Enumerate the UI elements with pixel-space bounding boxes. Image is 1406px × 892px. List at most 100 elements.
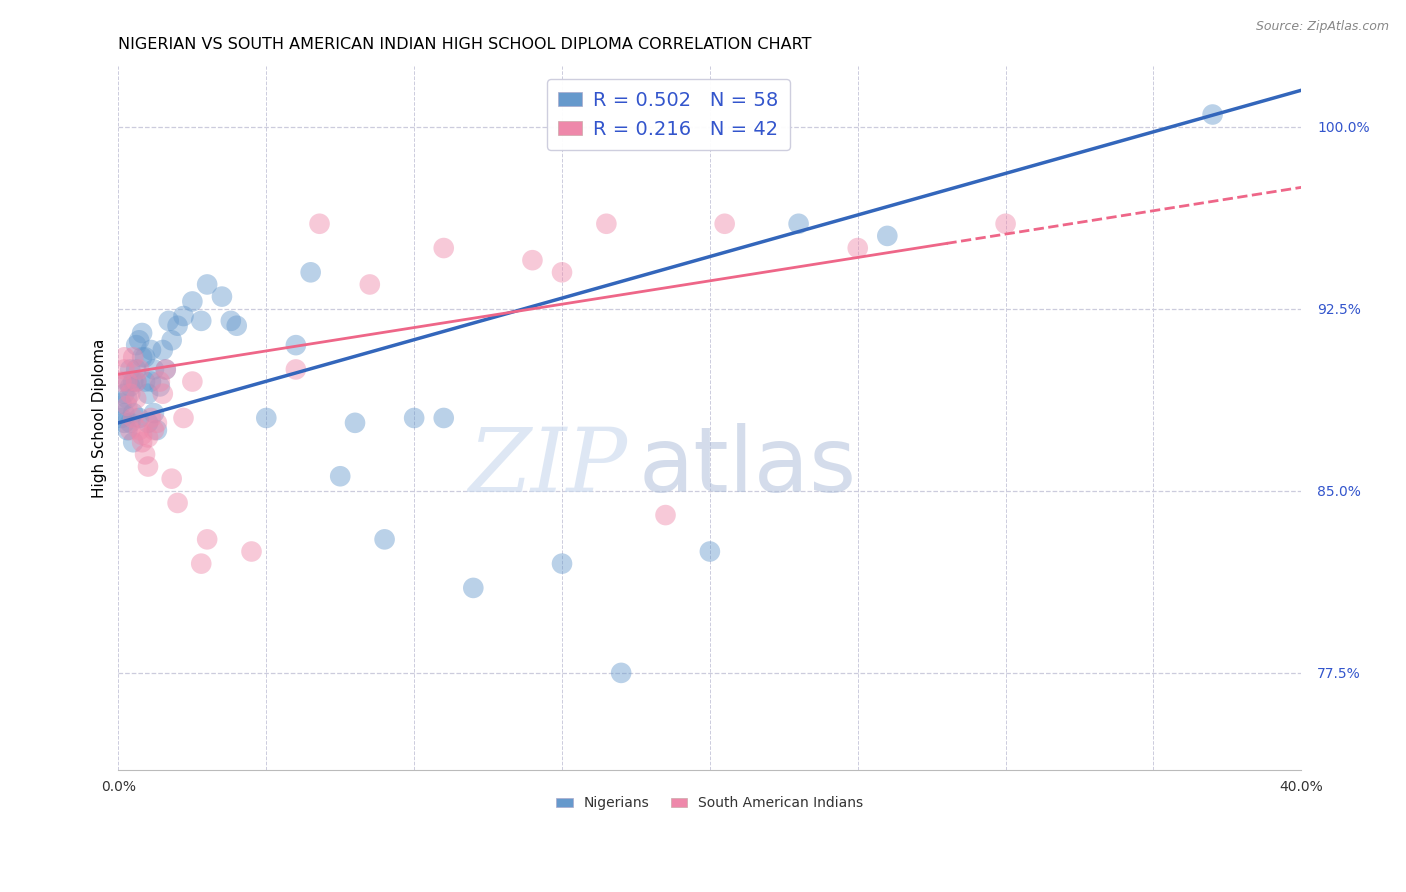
Point <box>120 386 142 401</box>
Point <box>125 392 148 406</box>
Point <box>181 294 204 309</box>
Point <box>112 416 135 430</box>
Point <box>122 435 145 450</box>
Point <box>225 318 247 333</box>
Point <box>120 423 142 437</box>
Point <box>112 386 135 401</box>
Point <box>136 430 159 444</box>
Point <box>110 375 132 389</box>
Point <box>160 472 183 486</box>
Text: NIGERIAN VS SOUTH AMERICAN INDIAN HIGH SCHOOL DIPLOMA CORRELATION CHART: NIGERIAN VS SOUTH AMERICAN INDIAN HIGH S… <box>118 37 811 53</box>
Point <box>139 375 162 389</box>
Point <box>117 375 139 389</box>
Point <box>211 290 233 304</box>
Point <box>155 362 177 376</box>
Point <box>149 379 172 393</box>
Point <box>699 544 721 558</box>
Point <box>117 423 139 437</box>
Point <box>149 375 172 389</box>
Point <box>374 533 396 547</box>
Point <box>463 581 485 595</box>
Point <box>404 411 426 425</box>
Point <box>146 416 169 430</box>
Point <box>713 217 735 231</box>
Point <box>131 351 153 365</box>
Point <box>146 423 169 437</box>
Point <box>551 265 574 279</box>
Point <box>240 544 263 558</box>
Point <box>117 392 139 406</box>
Point <box>122 375 145 389</box>
Point <box>173 309 195 323</box>
Point <box>219 314 242 328</box>
Point <box>120 362 142 376</box>
Legend: Nigerians, South American Indians: Nigerians, South American Indians <box>551 790 869 816</box>
Point <box>122 406 145 420</box>
Point <box>134 351 156 365</box>
Point <box>166 318 188 333</box>
Point <box>610 665 633 680</box>
Point <box>595 217 617 231</box>
Point <box>155 362 177 376</box>
Point <box>1201 107 1223 121</box>
Point <box>551 557 574 571</box>
Point <box>136 416 159 430</box>
Point <box>136 459 159 474</box>
Point <box>120 416 142 430</box>
Point <box>152 343 174 357</box>
Point <box>125 338 148 352</box>
Point <box>787 217 810 231</box>
Point <box>195 277 218 292</box>
Point <box>125 375 148 389</box>
Point <box>122 351 145 365</box>
Point <box>136 386 159 401</box>
Point <box>654 508 676 522</box>
Text: ZIP: ZIP <box>468 424 627 511</box>
Point <box>152 386 174 401</box>
Point <box>254 411 277 425</box>
Point <box>117 375 139 389</box>
Point <box>284 338 307 352</box>
Text: Source: ZipAtlas.com: Source: ZipAtlas.com <box>1256 20 1389 33</box>
Point <box>299 265 322 279</box>
Point <box>128 423 150 437</box>
Point <box>128 362 150 376</box>
Point <box>122 411 145 425</box>
Point <box>125 362 148 376</box>
Point <box>112 362 135 376</box>
Point <box>308 217 330 231</box>
Point <box>142 362 165 376</box>
Point <box>134 447 156 461</box>
Point <box>190 314 212 328</box>
Point <box>160 333 183 347</box>
Point <box>128 333 150 347</box>
Point <box>190 557 212 571</box>
Text: atlas: atlas <box>638 424 858 511</box>
Point <box>344 416 367 430</box>
Point <box>139 343 162 357</box>
Point <box>120 379 142 393</box>
Point <box>181 375 204 389</box>
Point <box>157 314 180 328</box>
Point <box>173 411 195 425</box>
Point <box>142 423 165 437</box>
Point <box>142 406 165 420</box>
Point <box>131 428 153 442</box>
Point <box>134 375 156 389</box>
Point <box>110 411 132 425</box>
Point <box>125 375 148 389</box>
Point <box>166 496 188 510</box>
Point <box>433 241 456 255</box>
Point <box>846 241 869 255</box>
Point <box>876 228 898 243</box>
Point <box>284 362 307 376</box>
Point <box>994 217 1017 231</box>
Point <box>329 469 352 483</box>
Point <box>522 253 544 268</box>
Point <box>112 351 135 365</box>
Point <box>359 277 381 292</box>
Point <box>433 411 456 425</box>
Point <box>131 326 153 340</box>
Point <box>195 533 218 547</box>
Point <box>131 435 153 450</box>
